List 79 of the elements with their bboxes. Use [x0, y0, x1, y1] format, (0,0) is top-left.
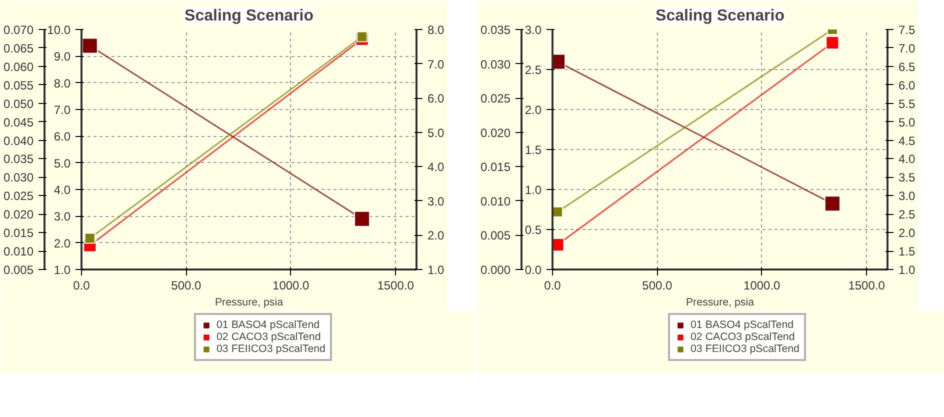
x-tick-label: 500.0: [171, 278, 202, 292]
x-tick-label: 1000.0: [744, 278, 781, 292]
legend-label: 01 BASO4 pScalTend: [216, 319, 320, 331]
x-tick-label: 1500.0: [377, 278, 414, 292]
y3-tick-label: 0.025: [480, 92, 511, 106]
x-tick-label: 1000.0: [272, 278, 310, 292]
y2-tick-label: 7.0: [428, 57, 445, 72]
y3-tick-label: 0.035: [480, 23, 511, 37]
chart-title: Scaling Scenario: [656, 8, 785, 24]
y-tick-label: 8.0: [54, 76, 71, 90]
y2-tick-label: 6.0: [898, 78, 916, 92]
y2-tick-label: 6.5: [898, 60, 916, 74]
y2-tick-label: 4.0: [898, 152, 916, 166]
y3-tick-label: 0.005: [480, 228, 511, 243]
x-tick-label: 0.0: [544, 278, 562, 292]
y2-tick-label: 3.5: [898, 170, 916, 185]
y3-tick-label: 0.060: [3, 60, 34, 74]
y3-tick-label: 0.055: [3, 78, 34, 92]
y2-tick-label: 1.5: [898, 244, 916, 259]
legend-label: 03 FEIICO3 pScalTend: [216, 343, 326, 355]
y-tick-label: 1.0: [524, 183, 542, 197]
y3-tick-label: 0.020: [480, 126, 511, 140]
y-tick-label: 6.0: [54, 130, 71, 144]
y2-tick-label: 4.5: [898, 134, 916, 148]
y3-tick-label: 0.045: [3, 115, 34, 130]
y3-tick-label: 0.005: [3, 263, 34, 277]
y-tick-label: 2.0: [54, 236, 71, 250]
y2-tick-label: 3.0: [428, 194, 445, 208]
y-tick-label: 5.0: [54, 156, 71, 170]
y3-tick-label: 0.030: [480, 57, 511, 72]
legend-label: 03 FEIICO3 pScalTend: [690, 343, 800, 355]
y-tick-label: 10.0: [47, 23, 71, 37]
y3-tick-label: 0.020: [3, 208, 34, 222]
y2-tick-label: 1.0: [428, 263, 445, 277]
legend-label: 01 BASO4 pScalTend: [690, 319, 794, 331]
x-axis-title: Pressure, psia: [686, 296, 754, 308]
y-tick-label: 2.5: [524, 63, 542, 77]
y2-tick-label: 2.5: [898, 208, 916, 222]
y2-tick-label: 4.0: [428, 160, 445, 174]
y2-tick-label: 5.0: [428, 126, 445, 140]
y2-tick-label: 2.0: [898, 226, 916, 240]
legend-label: 02 CACO3 pScalTend: [216, 331, 321, 343]
chart-title: Scaling Scenario: [184, 8, 314, 24]
x-tick-label: 500.0: [642, 278, 673, 292]
y3-tick-label: 0.030: [3, 170, 34, 185]
y-tick-label: 1.5: [524, 143, 542, 157]
y-tick-label: 3.0: [524, 23, 542, 37]
y3-tick-label: 0.050: [3, 96, 34, 111]
y-tick-label: 2.0: [524, 103, 542, 117]
y3-tick-label: 0.025: [3, 189, 34, 204]
legend-label: 02 CACO3 pScalTend: [690, 331, 795, 343]
y-tick-label: 1.0: [54, 263, 71, 277]
y3-tick-label: 0.035: [3, 152, 34, 166]
y2-tick-label: 5.0: [898, 115, 916, 130]
y2-tick-label: 1.0: [898, 263, 916, 277]
y3-tick-label: 0.010: [480, 194, 511, 208]
y3-tick-label: 0.040: [3, 134, 34, 148]
y3-tick-label: 0.015: [3, 226, 34, 240]
y2-tick-label: 2.0: [428, 228, 445, 243]
y-tick-label: 0.5: [524, 223, 542, 237]
y-tick-label: 9.0: [54, 50, 71, 64]
y2-tick-label: 5.5: [898, 96, 916, 111]
y-tick-label: 0.0: [524, 263, 542, 277]
y2-tick-label: 7.0: [898, 41, 916, 56]
y2-tick-label: 7.5: [898, 23, 916, 37]
y2-tick-label: 6.0: [428, 92, 445, 106]
y-tick-label: 7.0: [54, 103, 71, 117]
x-axis-title: Pressure, psia: [214, 296, 284, 308]
x-tick-label: 1500.0: [848, 278, 886, 292]
x-tick-label: 0.0: [73, 278, 90, 292]
y3-tick-label: 0.070: [3, 23, 34, 37]
y3-tick-label: 0.000: [480, 263, 511, 277]
y3-tick-label: 0.065: [3, 41, 34, 56]
y-tick-label: 3.0: [54, 210, 71, 224]
y2-tick-label: 3.0: [898, 189, 916, 204]
y3-tick-label: 0.010: [3, 244, 34, 259]
y-tick-label: 4.0: [54, 183, 71, 197]
y3-tick-label: 0.015: [480, 160, 511, 174]
y2-tick-label: 8.0: [428, 23, 445, 37]
